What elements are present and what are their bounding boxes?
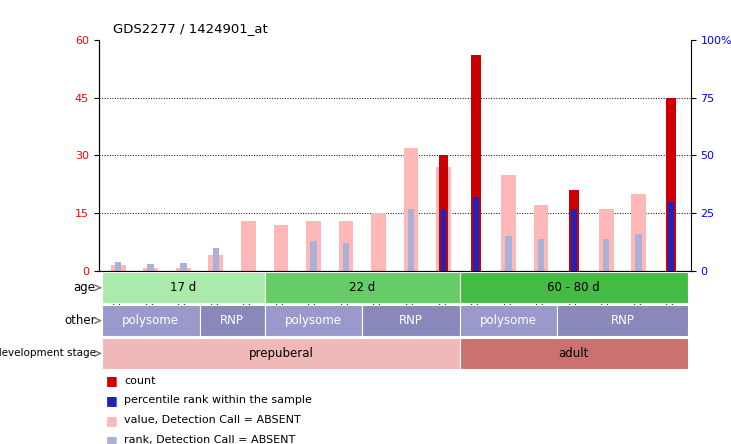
- Bar: [460, 305, 558, 336]
- Text: adult: adult: [558, 347, 589, 360]
- Text: polysome: polysome: [480, 314, 537, 327]
- Bar: [265, 305, 362, 336]
- Bar: [460, 338, 688, 369]
- Bar: [310, 241, 317, 271]
- Text: ■: ■: [106, 394, 118, 407]
- Bar: [436, 167, 451, 271]
- Bar: [180, 263, 186, 271]
- Text: development stage: development stage: [0, 349, 96, 358]
- Text: polysome: polysome: [285, 314, 342, 327]
- Bar: [460, 272, 688, 303]
- Bar: [115, 262, 121, 271]
- Bar: [102, 272, 265, 303]
- Text: 60 - 80 d: 60 - 80 d: [548, 281, 600, 294]
- Bar: [362, 305, 460, 336]
- Bar: [343, 243, 349, 271]
- Bar: [501, 174, 516, 271]
- Bar: [505, 236, 512, 271]
- Bar: [635, 234, 642, 271]
- Text: percentile rank within the sample: percentile rank within the sample: [124, 396, 312, 405]
- Text: other: other: [64, 314, 96, 327]
- Bar: [306, 221, 321, 271]
- Bar: [668, 202, 674, 271]
- Bar: [338, 221, 353, 271]
- Bar: [558, 305, 688, 336]
- Bar: [473, 197, 479, 271]
- Bar: [404, 148, 418, 271]
- Bar: [111, 265, 126, 271]
- Text: RNP: RNP: [610, 314, 635, 327]
- Text: RNP: RNP: [399, 314, 423, 327]
- Bar: [439, 155, 448, 271]
- Bar: [441, 209, 447, 271]
- Bar: [273, 225, 288, 271]
- Bar: [200, 305, 265, 336]
- Text: GDS2277 / 1424901_at: GDS2277 / 1424901_at: [113, 23, 268, 36]
- Bar: [102, 338, 460, 369]
- Bar: [569, 190, 578, 271]
- Text: ■: ■: [106, 414, 118, 427]
- Bar: [102, 305, 200, 336]
- Text: RNP: RNP: [220, 314, 244, 327]
- Bar: [176, 268, 191, 271]
- Text: ■: ■: [106, 374, 118, 387]
- Bar: [667, 98, 676, 271]
- Text: ■: ■: [106, 434, 118, 444]
- Text: rank, Detection Call = ABSENT: rank, Detection Call = ABSENT: [124, 436, 295, 444]
- Bar: [571, 209, 577, 271]
- Bar: [143, 268, 158, 271]
- Text: age: age: [74, 281, 96, 294]
- Bar: [148, 264, 154, 271]
- Bar: [208, 255, 223, 271]
- Bar: [265, 272, 460, 303]
- Text: 22 d: 22 d: [349, 281, 375, 294]
- Text: 17 d: 17 d: [170, 281, 197, 294]
- Bar: [599, 209, 613, 271]
- Text: value, Detection Call = ABSENT: value, Detection Call = ABSENT: [124, 416, 301, 425]
- Bar: [408, 209, 414, 271]
- Bar: [603, 238, 610, 271]
- Bar: [538, 238, 545, 271]
- Bar: [213, 248, 219, 271]
- Text: prepuberal: prepuberal: [249, 347, 314, 360]
- Text: count: count: [124, 376, 156, 385]
- Bar: [632, 194, 646, 271]
- Bar: [241, 221, 256, 271]
- Bar: [534, 206, 548, 271]
- Bar: [371, 213, 386, 271]
- Bar: [471, 56, 481, 271]
- Text: polysome: polysome: [122, 314, 179, 327]
